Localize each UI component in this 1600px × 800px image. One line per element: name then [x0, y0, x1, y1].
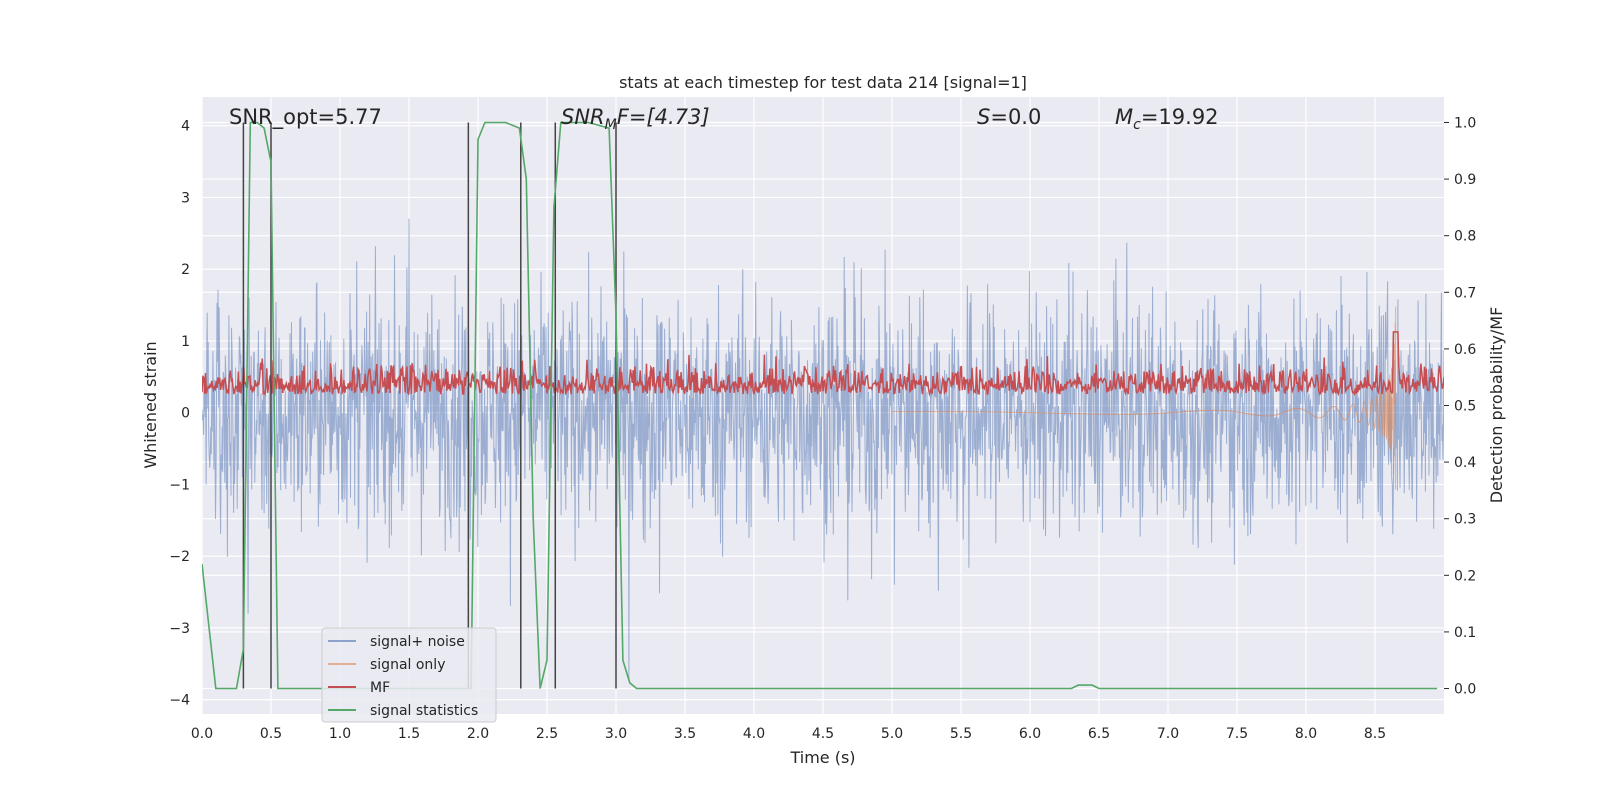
y-tick-label: −1: [169, 477, 190, 493]
annotation-s-val: =0.0: [990, 105, 1041, 129]
x-tick-label: 4.0: [743, 726, 765, 742]
x-tick-label: 3.0: [605, 726, 627, 742]
annotations: SNR_opt=5.77 SNRMF=[4.73] S=0.0 Mc=19.92: [229, 105, 1219, 133]
x-tick-label: 0.0: [191, 726, 213, 742]
y-tick-label: 3: [181, 190, 190, 206]
y2-tick-label: 0.5: [1454, 399, 1476, 415]
legend-label-signal-only: signal only: [370, 657, 445, 673]
x-tick-label: 8.0: [1295, 726, 1317, 742]
y-tick-label: 0: [181, 406, 190, 422]
x-tick-label: 6.0: [1019, 726, 1041, 742]
plot-area: [201, 97, 1444, 714]
x-tick-label: 4.5: [812, 726, 834, 742]
series-mf: [202, 331, 1444, 397]
x-tick-label: 5.5: [950, 726, 972, 742]
x-tick-label: 2.5: [536, 726, 558, 742]
y-tick-label: 2: [181, 262, 190, 278]
x-axis-label: Time (s): [789, 748, 855, 767]
legend: signal+ noise signal only MF signal stat…: [321, 627, 497, 723]
y2-axis-label: Detection probability/MF: [1487, 307, 1506, 504]
chart-title: stats at each timestep for test data 214…: [619, 73, 1027, 92]
x-tick-label: 7.5: [1226, 726, 1248, 742]
x-axis-ticks: 0.0 0.5 1.0 1.5 2.0 2.5 3.0 3.5 4.0 4.5 5.0 5.5 6.0 6…: [191, 726, 1386, 742]
y-tick-label: −2: [169, 549, 190, 565]
annotation-snr-mf-sub: M: [605, 117, 617, 133]
y2-tick-label: 0.9: [1454, 172, 1476, 188]
y2-tick-label: 0.2: [1454, 568, 1476, 584]
x-tick-label: 6.5: [1088, 726, 1110, 742]
y2-tick-label: 0.0: [1454, 682, 1476, 698]
x-tick-label: 5.0: [881, 726, 903, 742]
legend-label-mf: MF: [370, 680, 390, 696]
annotation-mc-val: =19.92: [1141, 105, 1219, 129]
legend-label-signal-noise: signal+ noise: [370, 634, 465, 650]
y2-axis-ticks: 1.0 0.9 0.8 0.7 0.6 0.5 0.4 0.3 0.2 0.1 0.0: [1444, 115, 1476, 698]
x-tick-label: 1.5: [398, 726, 420, 742]
annotation-mc-var: M: [1115, 105, 1133, 129]
series-signal-noise: [202, 218, 1444, 681]
y-axis-label: Whitened strain: [141, 341, 160, 468]
y2-tick-label: 0.8: [1454, 229, 1476, 245]
y2-tick-label: 0.7: [1454, 285, 1476, 301]
x-tick-label: 8.5: [1364, 726, 1386, 742]
annotation-snr-mf: SNRMF=[4.73]: [561, 105, 710, 133]
x-tick-label: 7.0: [1157, 726, 1179, 742]
annotation-snr-mf-rest: F=[4.73]: [617, 105, 710, 129]
x-tick-label: 2.0: [467, 726, 489, 742]
legend-label-signal-statistics: signal statistics: [370, 703, 478, 719]
y2-tick-label: 0.3: [1454, 512, 1476, 528]
series-signal-only: [892, 306, 1397, 490]
annotation-s-var: S: [977, 105, 990, 129]
x-tick-label: 0.5: [260, 726, 282, 742]
annotation-s: S=0.0: [977, 105, 1041, 129]
x-tick-label: 3.5: [674, 726, 696, 742]
y2-tick-label: 0.4: [1454, 455, 1476, 471]
y-tick-label: −4: [169, 693, 190, 709]
y-tick-label: −3: [169, 621, 190, 637]
y-axis-ticks: 4 3 2 1 0 −1 −2 −3 −4: [169, 119, 190, 709]
y2-tick-label: 1.0: [1454, 115, 1476, 131]
y2-tick-label: 0.1: [1454, 625, 1476, 641]
annotation-mc-sub: c: [1133, 117, 1141, 133]
y-tick-label: 4: [181, 119, 190, 135]
series-signal-statistics: [202, 121, 1438, 690]
annotation-snr-opt: SNR_opt=5.77: [229, 105, 382, 130]
y-tick-label: 1: [181, 334, 190, 350]
legend-box: [321, 627, 497, 723]
annotation-snr-mf-main: SNR: [561, 105, 605, 129]
annotation-mc: Mc=19.92: [1115, 105, 1219, 133]
y2-tick-label: 0.6: [1454, 342, 1476, 358]
x-tick-label: 1.0: [329, 726, 351, 742]
